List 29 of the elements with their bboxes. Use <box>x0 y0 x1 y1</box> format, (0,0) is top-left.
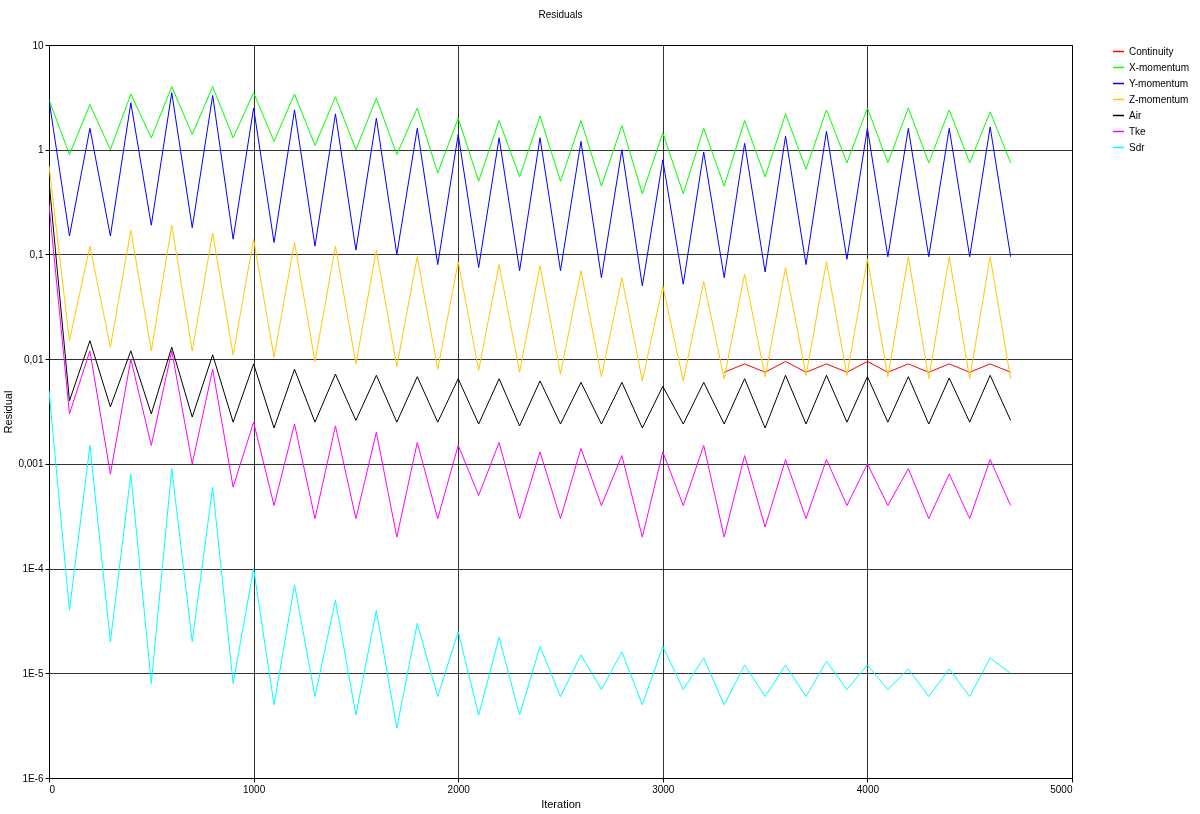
legend-label: Z-momentum <box>1129 93 1189 105</box>
legend-label: X-momentum <box>1129 61 1190 73</box>
x-tick-label: 3000 <box>652 783 675 795</box>
y-tick-label: 10 <box>32 39 44 51</box>
y-tick-label: 1E-5 <box>22 667 44 679</box>
legend-label: Y-momentum <box>1129 77 1189 89</box>
legend-label: Continuity <box>1129 45 1174 57</box>
y-tick-label: 0,1 <box>29 248 44 260</box>
y-tick-label: 1E-4 <box>22 563 44 575</box>
x-axis-title: Iteration <box>541 797 581 810</box>
line-series <box>49 92 1012 287</box>
y-tick-label: 0,001 <box>18 458 44 470</box>
legend-label: Air <box>1129 109 1142 121</box>
line-series <box>49 203 1012 538</box>
line-series <box>49 165 1012 382</box>
chart-title: Residuals <box>538 9 583 20</box>
x-tick-label: 4000 <box>856 783 880 795</box>
legend-label: Tke <box>1129 125 1147 137</box>
y-tick-label: 1 <box>37 144 44 156</box>
y-tick-label: 1E-6 <box>22 772 44 784</box>
x-tick-label: 1000 <box>242 783 266 795</box>
line-series <box>49 86 1012 195</box>
x-tick-label: 0 <box>49 783 56 795</box>
y-axis-title: Residual <box>2 390 15 434</box>
x-tick-label: 5000 <box>1050 783 1073 795</box>
line-series <box>49 390 1012 729</box>
y-tick-label: 0,01 <box>24 353 44 365</box>
legend-label: Sdr <box>1129 141 1146 153</box>
x-tick-label: 2000 <box>447 783 471 795</box>
